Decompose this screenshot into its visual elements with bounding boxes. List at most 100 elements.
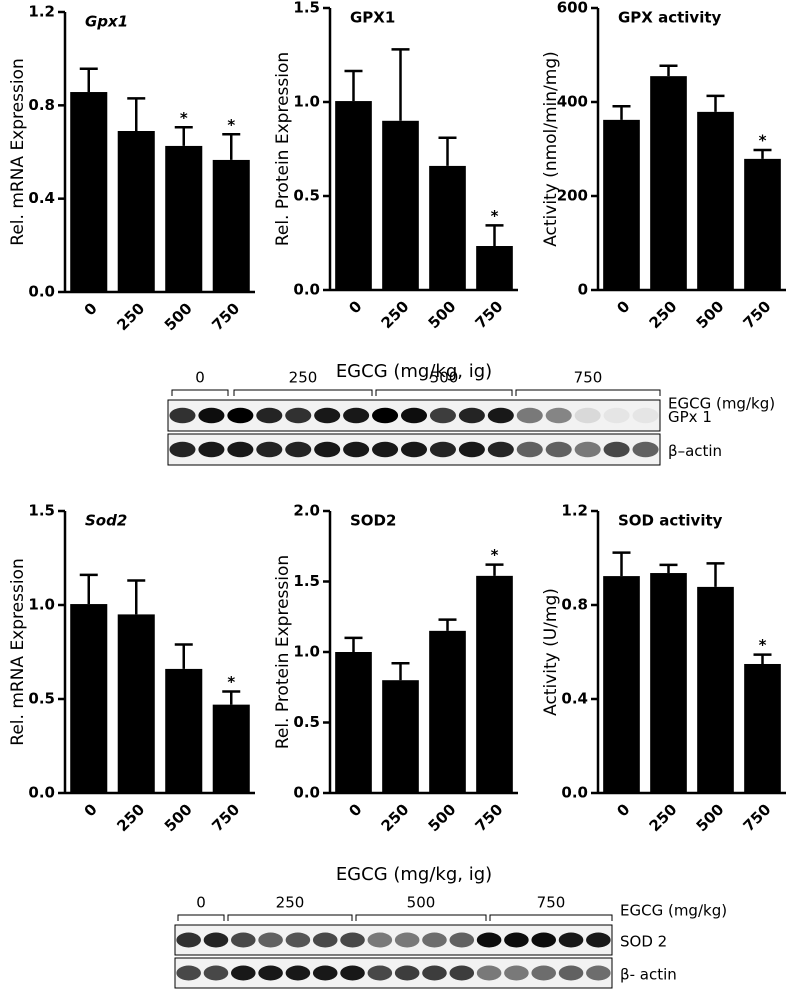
blot-band xyxy=(314,441,341,458)
group-bracket xyxy=(233,389,373,396)
blot-band xyxy=(367,932,393,948)
y-tick-label: 200 xyxy=(557,187,588,205)
error-bar xyxy=(485,224,504,247)
blot-band xyxy=(504,965,529,981)
bar xyxy=(476,246,513,290)
blot-band xyxy=(400,407,428,424)
blot-band xyxy=(230,965,256,981)
y-tick-label: 0.0 xyxy=(293,784,320,802)
y-tick-label: 1.5 xyxy=(28,502,55,520)
x-tick-label: 0 xyxy=(81,800,101,820)
blot-band xyxy=(367,965,393,981)
blot-band xyxy=(458,407,485,424)
blot-band xyxy=(230,932,256,948)
blot-band xyxy=(400,441,428,458)
x-tick-label: 500 xyxy=(693,800,728,835)
y-tick-label: 0.4 xyxy=(561,690,588,708)
x-tick-label: 500 xyxy=(425,297,460,332)
blot-band xyxy=(504,932,529,948)
error-bar xyxy=(127,579,146,615)
y-tick-label: 0.0 xyxy=(561,784,588,802)
blot-band xyxy=(227,441,254,458)
x-tick-label: 0 xyxy=(345,297,365,317)
blot-band xyxy=(558,965,584,981)
bar xyxy=(744,158,781,290)
blot-band xyxy=(372,407,399,424)
blot-band xyxy=(340,965,365,981)
group-label: 500 xyxy=(430,369,459,387)
blot-band xyxy=(476,965,502,981)
bar xyxy=(429,165,466,290)
blot-band xyxy=(531,932,557,948)
blot-band xyxy=(176,932,201,948)
blot-band xyxy=(487,407,514,424)
y-tick-label: 0.5 xyxy=(293,187,320,205)
blot-band xyxy=(285,965,311,981)
x-tick-label: 0 xyxy=(613,800,633,820)
y-tick-label: 0.8 xyxy=(561,596,588,614)
group-bracket xyxy=(227,914,353,921)
blot-band xyxy=(203,965,229,981)
y-tick-label: 1.0 xyxy=(293,93,320,111)
blot-band xyxy=(340,932,365,948)
x-axis-label: EGCG (mg/kg, ig) xyxy=(336,361,492,382)
x-tick-label: 750 xyxy=(208,299,243,334)
group-bracket xyxy=(355,914,487,921)
bar xyxy=(650,76,687,291)
error-bar xyxy=(222,690,241,705)
blot-band xyxy=(574,407,601,424)
blot-band xyxy=(285,407,312,424)
y-axis-label: Activity (U/mg) xyxy=(541,588,561,716)
x-tick-label: 250 xyxy=(378,297,413,332)
blot-band xyxy=(558,932,584,948)
error-bar xyxy=(344,69,363,102)
y-tick-label: 0.5 xyxy=(28,690,55,708)
y-tick-label: 2.0 xyxy=(293,502,320,520)
y-tick-label: 0.0 xyxy=(293,281,320,299)
group-label: 250 xyxy=(289,369,318,387)
significance-mark: * xyxy=(227,673,235,691)
error-bar xyxy=(438,136,457,166)
error-bar xyxy=(706,94,725,112)
chart-title: GPX1 xyxy=(350,9,395,27)
bar xyxy=(650,573,687,793)
blot-row-label: β–actin xyxy=(668,442,722,460)
blot-band xyxy=(632,407,659,424)
x-tick-label: 750 xyxy=(740,800,775,835)
bar xyxy=(603,119,640,290)
y-tick-label: 1.2 xyxy=(561,502,588,520)
blot-band xyxy=(343,407,370,424)
bar xyxy=(697,111,734,291)
y-axis-label: Rel. mRNA Expression xyxy=(8,58,28,245)
y-tick-label: 0.5 xyxy=(293,713,320,731)
group-bracket xyxy=(489,914,613,921)
x-tick-label: 750 xyxy=(472,297,507,332)
blot-band xyxy=(394,965,420,981)
y-tick-label: 0.0 xyxy=(28,784,55,802)
blot-band xyxy=(586,932,611,948)
y-axis-label: Rel. mRNA Expression xyxy=(8,558,28,745)
y-axis-label: Rel. Protein Expression xyxy=(273,52,293,246)
error-bar xyxy=(222,133,241,160)
chart-title: Gpx1 xyxy=(85,13,128,31)
blot-band xyxy=(258,932,283,948)
y-axis-label: Rel. Protein Expression xyxy=(273,555,293,749)
x-tick-label: 500 xyxy=(161,800,196,835)
chart-title: SOD2 xyxy=(350,512,396,530)
error-bar xyxy=(612,551,631,577)
blot-axis-label: EGCG (mg/kg) xyxy=(620,902,727,920)
y-tick-label: 600 xyxy=(557,0,588,17)
group-label: 750 xyxy=(574,369,603,387)
blot-band xyxy=(285,932,311,948)
y-tick-label: 1.0 xyxy=(293,643,320,661)
blot-band xyxy=(169,407,196,424)
x-tick-label: 250 xyxy=(113,800,148,835)
x-tick-label: 250 xyxy=(378,800,413,835)
group-bracket xyxy=(515,389,661,396)
bar xyxy=(70,92,108,293)
blot-band xyxy=(312,965,338,981)
blot-band xyxy=(256,441,283,458)
y-tick-label: 0.8 xyxy=(28,96,55,114)
blot-band xyxy=(198,407,225,424)
